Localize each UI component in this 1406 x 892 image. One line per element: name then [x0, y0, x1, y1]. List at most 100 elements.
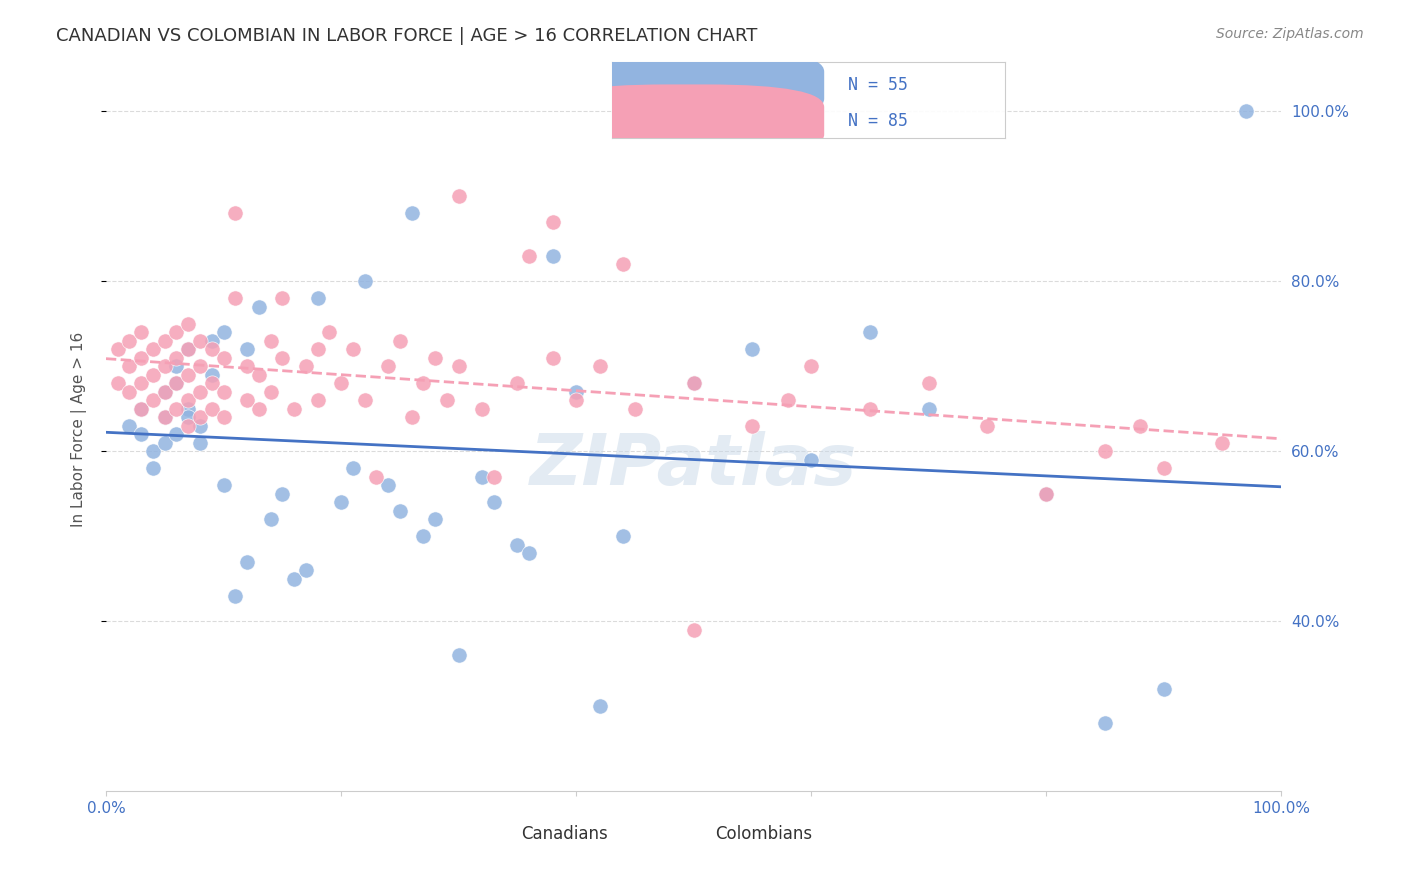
- Y-axis label: In Labor Force | Age > 16: In Labor Force | Age > 16: [72, 332, 87, 527]
- Point: [153, 410, 176, 425]
- Point: [318, 325, 340, 339]
- Point: [177, 401, 200, 416]
- Point: [118, 384, 141, 399]
- Point: [682, 623, 704, 637]
- Point: [153, 334, 176, 348]
- Point: [307, 342, 329, 356]
- Point: [259, 512, 281, 526]
- Point: [1129, 418, 1152, 433]
- FancyBboxPatch shape: [548, 49, 824, 121]
- Point: [188, 410, 211, 425]
- Point: [177, 418, 200, 433]
- Point: [142, 461, 165, 475]
- Point: [541, 351, 564, 365]
- Point: [236, 555, 259, 569]
- Point: [129, 401, 152, 416]
- Point: [471, 469, 494, 483]
- Point: [201, 368, 224, 382]
- Point: [1153, 682, 1175, 697]
- Point: [565, 392, 588, 407]
- Point: [236, 392, 259, 407]
- Point: [177, 342, 200, 356]
- Point: [1035, 486, 1057, 500]
- Point: [976, 418, 998, 433]
- Point: [166, 401, 188, 416]
- Point: [118, 418, 141, 433]
- Point: [188, 418, 211, 433]
- Point: [188, 435, 211, 450]
- Point: [388, 503, 411, 517]
- Point: [517, 546, 540, 560]
- Point: [129, 427, 152, 442]
- Point: [859, 325, 882, 339]
- Point: [142, 342, 165, 356]
- Point: [294, 563, 316, 577]
- Point: [153, 384, 176, 399]
- Point: [212, 351, 235, 365]
- Point: [682, 376, 704, 390]
- Point: [412, 376, 434, 390]
- Point: [142, 444, 165, 458]
- Point: [129, 351, 152, 365]
- Point: [118, 359, 141, 373]
- Point: [271, 486, 294, 500]
- Point: [188, 384, 211, 399]
- Point: [212, 478, 235, 492]
- Point: [612, 529, 634, 543]
- Text: Canadians: Canadians: [520, 825, 607, 844]
- Point: [212, 384, 235, 399]
- Point: [188, 334, 211, 348]
- Point: [565, 384, 588, 399]
- Point: [482, 495, 505, 509]
- Point: [1153, 461, 1175, 475]
- Point: [166, 325, 188, 339]
- Point: [482, 469, 505, 483]
- Text: ZIPatlas: ZIPatlas: [530, 432, 858, 500]
- Point: [588, 699, 610, 714]
- Point: [917, 401, 939, 416]
- Point: [142, 368, 165, 382]
- Point: [224, 589, 246, 603]
- Point: [129, 325, 152, 339]
- Point: [142, 392, 165, 407]
- Circle shape: [616, 80, 662, 90]
- Point: [423, 512, 446, 526]
- Point: [118, 334, 141, 348]
- Point: [201, 376, 224, 390]
- Point: [201, 401, 224, 416]
- Point: [283, 572, 305, 586]
- Point: [471, 401, 494, 416]
- Point: [129, 401, 152, 416]
- Point: [236, 342, 259, 356]
- Point: [623, 401, 645, 416]
- Point: [259, 384, 281, 399]
- Point: [153, 435, 176, 450]
- Point: [541, 214, 564, 228]
- Point: [188, 359, 211, 373]
- Point: [859, 401, 882, 416]
- Point: [283, 401, 305, 416]
- Text: CANADIAN VS COLOMBIAN IN LABOR FORCE | AGE > 16 CORRELATION CHART: CANADIAN VS COLOMBIAN IN LABOR FORCE | A…: [56, 27, 758, 45]
- Point: [447, 359, 470, 373]
- Point: [166, 376, 188, 390]
- Point: [800, 359, 823, 373]
- Point: [177, 342, 200, 356]
- Point: [353, 392, 375, 407]
- Point: [541, 248, 564, 262]
- Point: [177, 368, 200, 382]
- Point: [166, 351, 188, 365]
- Point: [212, 325, 235, 339]
- Point: [307, 392, 329, 407]
- Point: [107, 342, 129, 356]
- Point: [366, 469, 388, 483]
- Point: [107, 376, 129, 390]
- Point: [177, 392, 200, 407]
- Point: [741, 418, 763, 433]
- Point: [1094, 716, 1116, 731]
- Text: R =  0.230   N = 55: R = 0.230 N = 55: [718, 76, 908, 95]
- FancyBboxPatch shape: [548, 85, 824, 157]
- Point: [1035, 486, 1057, 500]
- Point: [177, 317, 200, 331]
- Point: [212, 410, 235, 425]
- Point: [401, 410, 423, 425]
